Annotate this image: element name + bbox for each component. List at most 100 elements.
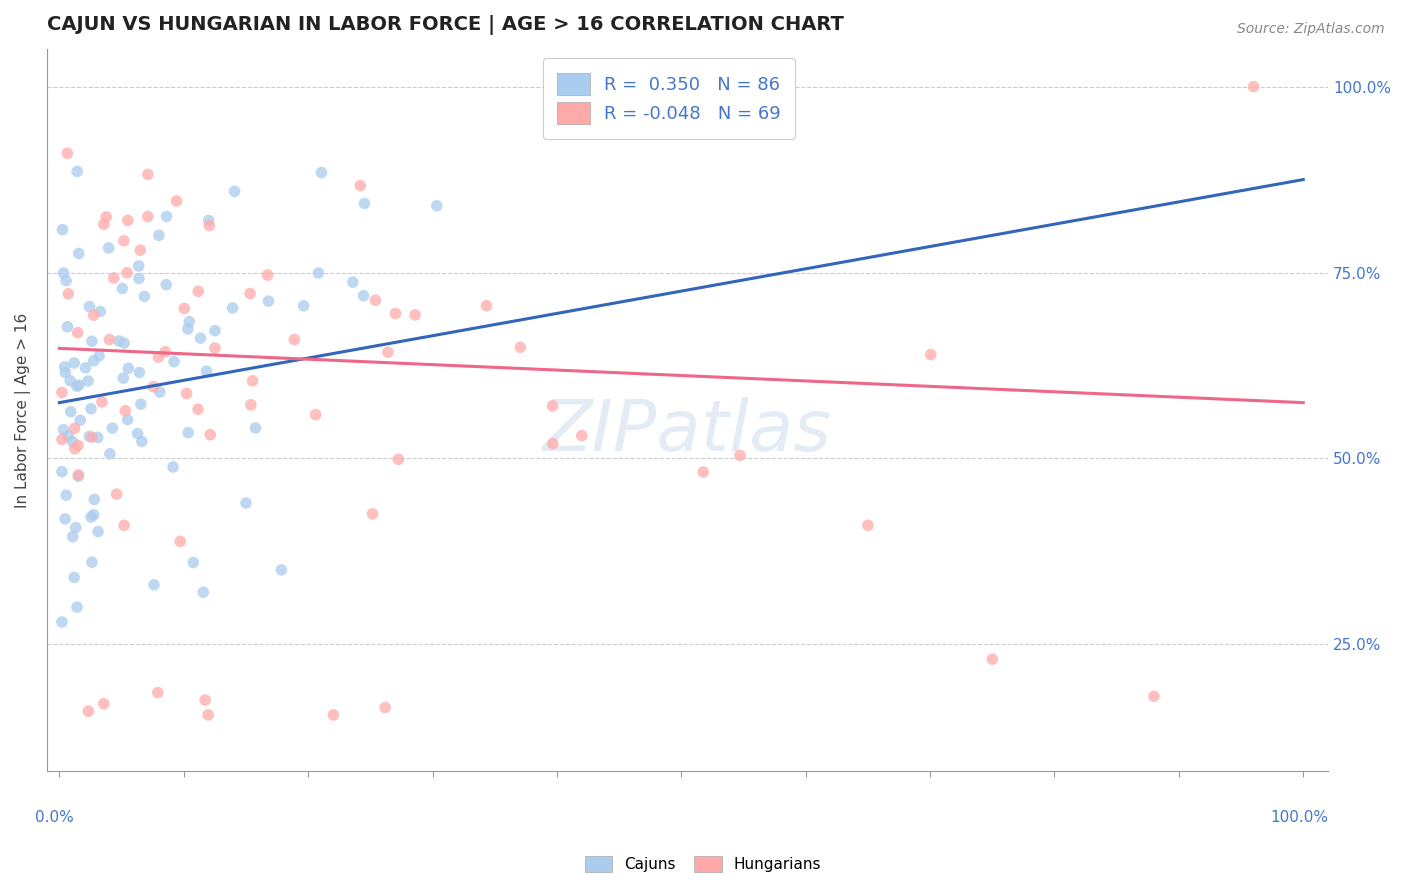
Point <box>197 707 219 722</box>
Point <box>146 685 169 699</box>
Point <box>63 356 86 370</box>
Legend: R =  0.350   N = 86, R = -0.048   N = 69: R = 0.350 N = 86, R = -0.048 N = 69 <box>543 59 796 138</box>
Point <box>224 185 246 199</box>
Point <box>1143 690 1166 704</box>
Point <box>176 386 198 401</box>
Text: ZIPatlas: ZIPatlas <box>543 397 832 467</box>
Point <box>305 408 328 422</box>
Point <box>62 434 84 449</box>
Point <box>187 402 209 417</box>
Point <box>117 412 139 426</box>
Point <box>195 364 218 378</box>
Point <box>239 286 262 301</box>
Point <box>98 333 121 347</box>
Point <box>153 344 176 359</box>
Point <box>51 385 73 400</box>
Point <box>65 520 87 534</box>
Point <box>256 268 278 282</box>
Point <box>66 379 89 393</box>
Point <box>179 315 201 329</box>
Point <box>169 534 191 549</box>
Point <box>270 563 292 577</box>
Point <box>148 350 170 364</box>
Point <box>63 570 86 584</box>
Point <box>77 374 100 388</box>
Point <box>103 271 125 285</box>
Point <box>83 492 105 507</box>
Point <box>163 354 186 368</box>
Point <box>571 428 593 442</box>
Point <box>97 241 120 255</box>
Point <box>239 398 262 412</box>
Point <box>920 348 942 362</box>
Point <box>98 447 121 461</box>
Text: CAJUN VS HUNGARIAN IN LABOR FORCE | AGE > 16 CORRELATION CHART: CAJUN VS HUNGARIAN IN LABOR FORCE | AGE … <box>46 15 844 35</box>
Point <box>52 423 75 437</box>
Point <box>177 322 200 336</box>
Point <box>89 304 111 318</box>
Point <box>59 405 82 419</box>
Point <box>63 421 86 435</box>
Point <box>361 507 384 521</box>
Point <box>166 194 188 208</box>
Point <box>89 349 111 363</box>
Point <box>115 266 138 280</box>
Point <box>112 336 135 351</box>
Y-axis label: In Labor Force | Age > 16: In Labor Force | Age > 16 <box>15 312 31 508</box>
Text: 100.0%: 100.0% <box>1270 810 1329 825</box>
Point <box>404 308 426 322</box>
Point <box>541 436 564 450</box>
Point <box>51 615 73 629</box>
Point <box>114 404 136 418</box>
Point <box>257 294 280 309</box>
Point <box>66 164 89 178</box>
Point <box>90 395 112 409</box>
Text: 0.0%: 0.0% <box>35 810 73 825</box>
Point <box>475 299 498 313</box>
Point <box>384 306 406 320</box>
Point <box>311 165 333 179</box>
Point <box>426 199 449 213</box>
Point <box>94 210 117 224</box>
Point <box>80 334 103 349</box>
Text: Source: ZipAtlas.com: Source: ZipAtlas.com <box>1237 22 1385 37</box>
Point <box>193 585 215 599</box>
Point <box>53 359 76 374</box>
Point <box>292 299 315 313</box>
Point <box>387 452 409 467</box>
Point <box>108 334 131 348</box>
Point <box>66 326 89 340</box>
Point <box>283 333 305 347</box>
Point <box>187 285 209 299</box>
Point <box>377 345 399 359</box>
Legend: Cajuns, Hungarians: Cajuns, Hungarians <box>576 848 830 880</box>
Point <box>353 289 375 303</box>
Point <box>117 213 139 227</box>
Point <box>177 425 200 440</box>
Point <box>51 222 73 236</box>
Point <box>142 379 165 393</box>
Point <box>111 281 134 295</box>
Point <box>80 555 103 569</box>
Point <box>149 384 172 399</box>
Point <box>128 259 150 273</box>
Point <box>87 430 110 444</box>
Point <box>190 331 212 345</box>
Point <box>112 371 135 385</box>
Point <box>374 700 396 714</box>
Point <box>80 510 103 524</box>
Point <box>200 427 222 442</box>
Point <box>1243 79 1265 94</box>
Point <box>245 421 267 435</box>
Point <box>127 426 149 441</box>
Point <box>143 578 166 592</box>
Point <box>856 518 879 533</box>
Point <box>83 354 105 368</box>
Point <box>67 438 90 452</box>
Point <box>63 442 86 456</box>
Point <box>117 361 139 376</box>
Point <box>53 366 76 380</box>
Point <box>155 277 177 292</box>
Point <box>509 340 531 354</box>
Point <box>221 301 243 315</box>
